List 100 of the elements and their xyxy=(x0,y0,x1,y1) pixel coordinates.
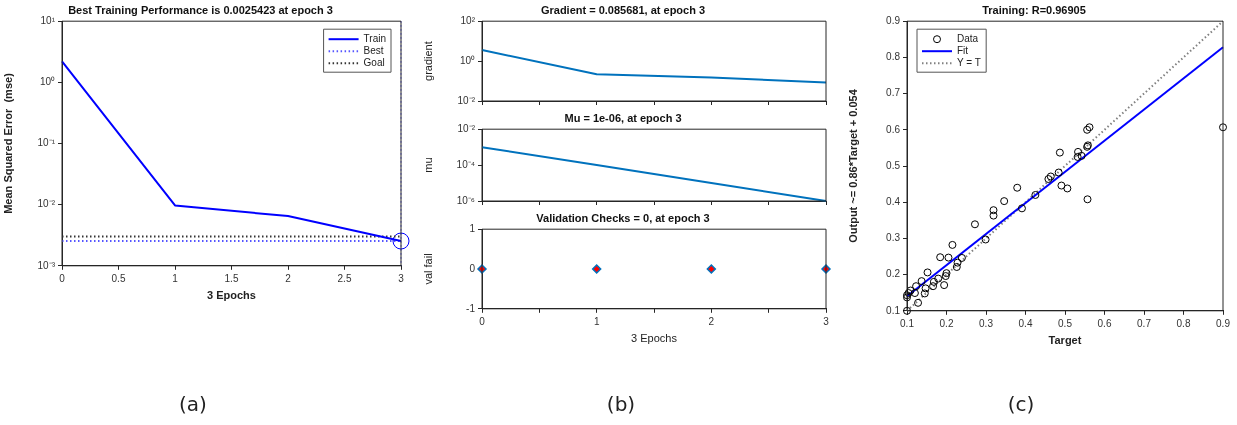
point xyxy=(917,277,926,286)
chart-title: Best Training Performance is 0.0025423 at epoch 3 xyxy=(68,3,333,16)
point xyxy=(1046,172,1055,181)
y-tick-label: 0.9 xyxy=(886,14,901,26)
point xyxy=(1017,204,1026,213)
x-tick-label: 0.3 xyxy=(979,317,994,329)
x-tick-label: 0 xyxy=(479,315,486,327)
point xyxy=(912,282,921,291)
point xyxy=(944,253,953,262)
point xyxy=(903,306,911,315)
y-tick-label: 10⁻² xyxy=(457,94,476,106)
x-tick-label: 0.2 xyxy=(939,317,954,329)
text: (a) xyxy=(178,392,208,416)
point xyxy=(929,277,938,286)
x-tick-label: 0 xyxy=(59,272,66,284)
x-tick-label: 0.9 xyxy=(1216,317,1231,329)
x-axis-title: Target xyxy=(1048,334,1082,347)
point xyxy=(1000,197,1009,206)
x-tick-label: 1 xyxy=(172,272,179,284)
chart-title: Validation Checks = 0, at epoch 3 xyxy=(536,211,710,224)
point xyxy=(921,284,930,293)
point xyxy=(989,211,998,220)
y-tick-label: 10⁻² xyxy=(457,122,476,134)
point xyxy=(970,220,979,229)
y-tick-label: 0 xyxy=(469,262,476,274)
y-axis-title: val fail xyxy=(421,253,434,285)
y-tick-label: 10² xyxy=(460,14,476,26)
y-tick-label: 10¹ xyxy=(40,14,56,26)
y-axis-title: mu xyxy=(421,157,434,173)
point xyxy=(942,269,951,278)
x-axis-title: 3 Epochs xyxy=(207,289,256,302)
x-tick-label: 0.5 xyxy=(111,272,126,284)
point xyxy=(981,235,990,244)
legend-label: Data xyxy=(957,32,979,44)
x-tick-label: 0.1 xyxy=(900,317,915,329)
y-tick-label: 0.3 xyxy=(886,232,901,244)
x-tick-label: 3 xyxy=(398,272,405,284)
point xyxy=(1054,168,1063,177)
y-tick-label: 0.7 xyxy=(886,87,901,99)
point xyxy=(940,281,949,290)
legend-label: Best xyxy=(363,44,384,56)
y-tick-label: 0.5 xyxy=(886,159,901,171)
y-tick-label: -1 xyxy=(466,302,476,314)
y-tick-label: 0.1 xyxy=(886,304,901,316)
point xyxy=(1219,123,1227,132)
point xyxy=(953,258,962,267)
x-tick-label: 0.5 xyxy=(1058,317,1073,329)
y-axis-title: Mean Squared Error (mse) xyxy=(1,72,14,214)
point xyxy=(1044,175,1053,184)
point xyxy=(1055,148,1064,157)
y-tick-label: 0.4 xyxy=(886,195,901,207)
legend-label: Goal xyxy=(363,56,385,68)
point xyxy=(1073,152,1082,161)
point xyxy=(952,263,961,271)
y-tick-label: 10⁰ xyxy=(39,76,55,88)
y-axis-title: Output ~= 0.86*Target + 0.054 xyxy=(846,88,859,243)
point xyxy=(957,253,966,262)
point xyxy=(929,282,938,291)
text: (c) xyxy=(1006,392,1036,416)
y-axis-title: gradient xyxy=(421,41,434,81)
point xyxy=(920,289,929,298)
point xyxy=(989,206,998,215)
x-tick-label: 1.5 xyxy=(224,272,239,284)
point xyxy=(1063,184,1072,193)
legend-label: Y = T xyxy=(957,56,981,68)
x-tick-label: 0.8 xyxy=(1176,317,1191,329)
chart-title: Mu = 1e-06, at epoch 3 xyxy=(564,111,682,124)
y-tick-label: 10⁰ xyxy=(459,54,475,66)
x-tick-label: 2.5 xyxy=(337,272,352,284)
x-tick-label: 2 xyxy=(285,272,292,284)
x-axis-title: 3 Epochs xyxy=(631,332,678,345)
point xyxy=(1083,195,1092,204)
point xyxy=(936,253,945,262)
y-tick-label: 10⁻⁴ xyxy=(456,158,475,170)
legend-label: Fit xyxy=(957,44,969,56)
x-tick-label: 3 xyxy=(823,315,830,327)
point xyxy=(923,268,932,277)
point xyxy=(1057,181,1066,190)
x-tick-label: 0.7 xyxy=(1137,317,1152,329)
point xyxy=(1074,147,1083,156)
point xyxy=(1077,151,1086,160)
point xyxy=(1031,190,1040,199)
y-tick-label: 0.6 xyxy=(886,123,901,135)
chart-title: Training: R=0.96905 xyxy=(982,3,1086,16)
y-tick-label: 1 xyxy=(469,222,476,234)
y-tick-label: 0.8 xyxy=(886,51,901,63)
point xyxy=(1013,183,1022,192)
x-tick-label: 0.6 xyxy=(1097,317,1112,329)
point xyxy=(941,272,950,281)
point xyxy=(914,298,923,307)
point xyxy=(934,274,943,283)
y-tick-label: 10⁻¹ xyxy=(37,137,56,149)
text: (b) xyxy=(605,392,637,416)
legend-label: Train xyxy=(363,32,387,44)
y-tick-label: 10⁻⁶ xyxy=(456,194,475,206)
point xyxy=(906,286,915,295)
y-tick-label: 10⁻² xyxy=(37,198,56,210)
x-tick-label: 1 xyxy=(593,315,600,327)
y-tick-label: 10⁻³ xyxy=(37,259,56,271)
x-tick-label: 2 xyxy=(708,315,715,327)
